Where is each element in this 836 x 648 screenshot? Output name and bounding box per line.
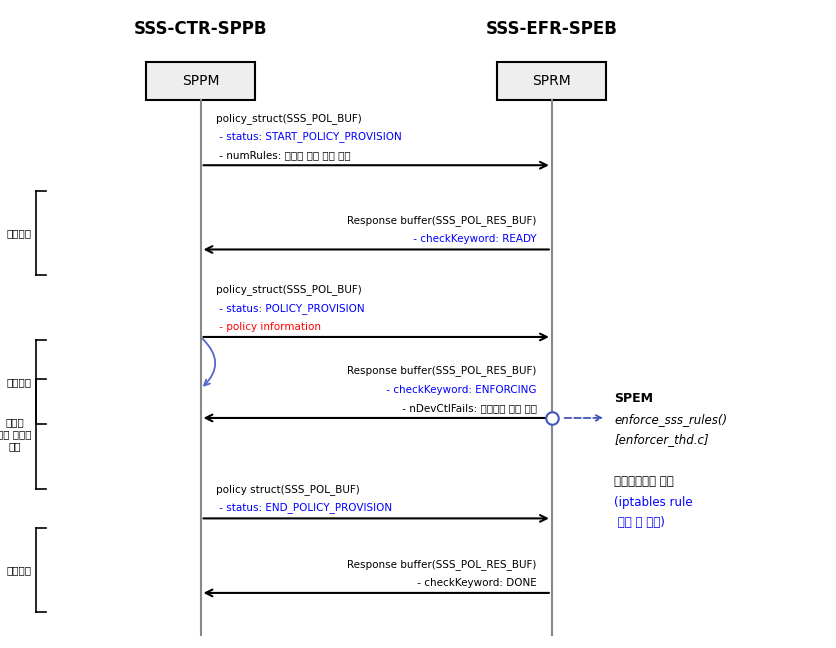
Bar bbox=[146, 62, 255, 100]
Text: - checkKeyword: ENFORCING: - checkKeyword: ENFORCING bbox=[383, 385, 537, 395]
Text: SPPM: SPPM bbox=[182, 74, 219, 88]
Text: Response buffer(SSS_POL_RES_BUF): Response buffer(SSS_POL_RES_BUF) bbox=[347, 559, 537, 570]
Text: policy_struct(SSS_POL_BUF): policy_struct(SSS_POL_BUF) bbox=[216, 284, 361, 295]
Text: 분배단계: 분배단계 bbox=[7, 377, 32, 388]
Text: 생성 및 적용): 생성 및 적용) bbox=[614, 516, 665, 529]
Text: SSS-EFR-SPEB: SSS-EFR-SPEB bbox=[486, 20, 618, 38]
Text: 준비단계: 준비단계 bbox=[7, 228, 32, 238]
Text: policy struct(SSS_POL_BUF): policy struct(SSS_POL_BUF) bbox=[216, 484, 359, 495]
Text: (iptables rule: (iptables rule bbox=[614, 496, 693, 509]
Text: - checkKeyword: READY: - checkKeyword: READY bbox=[410, 235, 537, 244]
Text: SPEM: SPEM bbox=[614, 392, 654, 405]
Text: - status: POLICY_PROVISION: - status: POLICY_PROVISION bbox=[216, 303, 364, 314]
Text: 보안통제정제 적용: 보안통제정제 적용 bbox=[614, 475, 674, 488]
Text: SPRM: SPRM bbox=[533, 74, 571, 88]
Text: Response buffer(SSS_POL_RES_BUF): Response buffer(SSS_POL_RES_BUF) bbox=[347, 365, 537, 376]
Text: 종료단계: 종료단계 bbox=[7, 565, 32, 575]
Text: SSS-CTR-SPPB: SSS-CTR-SPPB bbox=[134, 20, 268, 38]
Text: policy_struct(SSS_POL_BUF): policy_struct(SSS_POL_BUF) bbox=[216, 113, 361, 124]
Text: - status: END_POLICY_PROVISION: - status: END_POLICY_PROVISION bbox=[216, 502, 392, 513]
Text: - checkKeyword: DONE: - checkKeyword: DONE bbox=[414, 578, 537, 588]
Text: - nDevCtlFails: 기기제어 수행 실패: - nDevCtlFails: 기기제어 수행 실패 bbox=[399, 403, 537, 413]
Text: Response buffer(SSS_POL_RES_BUF): Response buffer(SSS_POL_RES_BUF) bbox=[347, 215, 537, 226]
Text: - policy information: - policy information bbox=[216, 322, 321, 332]
Text: 분배할
정책 수만큼
반복: 분배할 정책 수만큼 반복 bbox=[0, 417, 32, 451]
Bar bbox=[497, 62, 606, 100]
Text: - numRules: 분배할 전체 정제 개수: - numRules: 분배할 전체 정제 개수 bbox=[216, 150, 350, 160]
Text: - status: START_POLICY_PROVISION: - status: START_POLICY_PROVISION bbox=[216, 131, 401, 142]
Text: [enforcer_thd.c]: [enforcer_thd.c] bbox=[614, 434, 709, 446]
Text: enforce_sss_rules(): enforce_sss_rules() bbox=[614, 413, 727, 426]
